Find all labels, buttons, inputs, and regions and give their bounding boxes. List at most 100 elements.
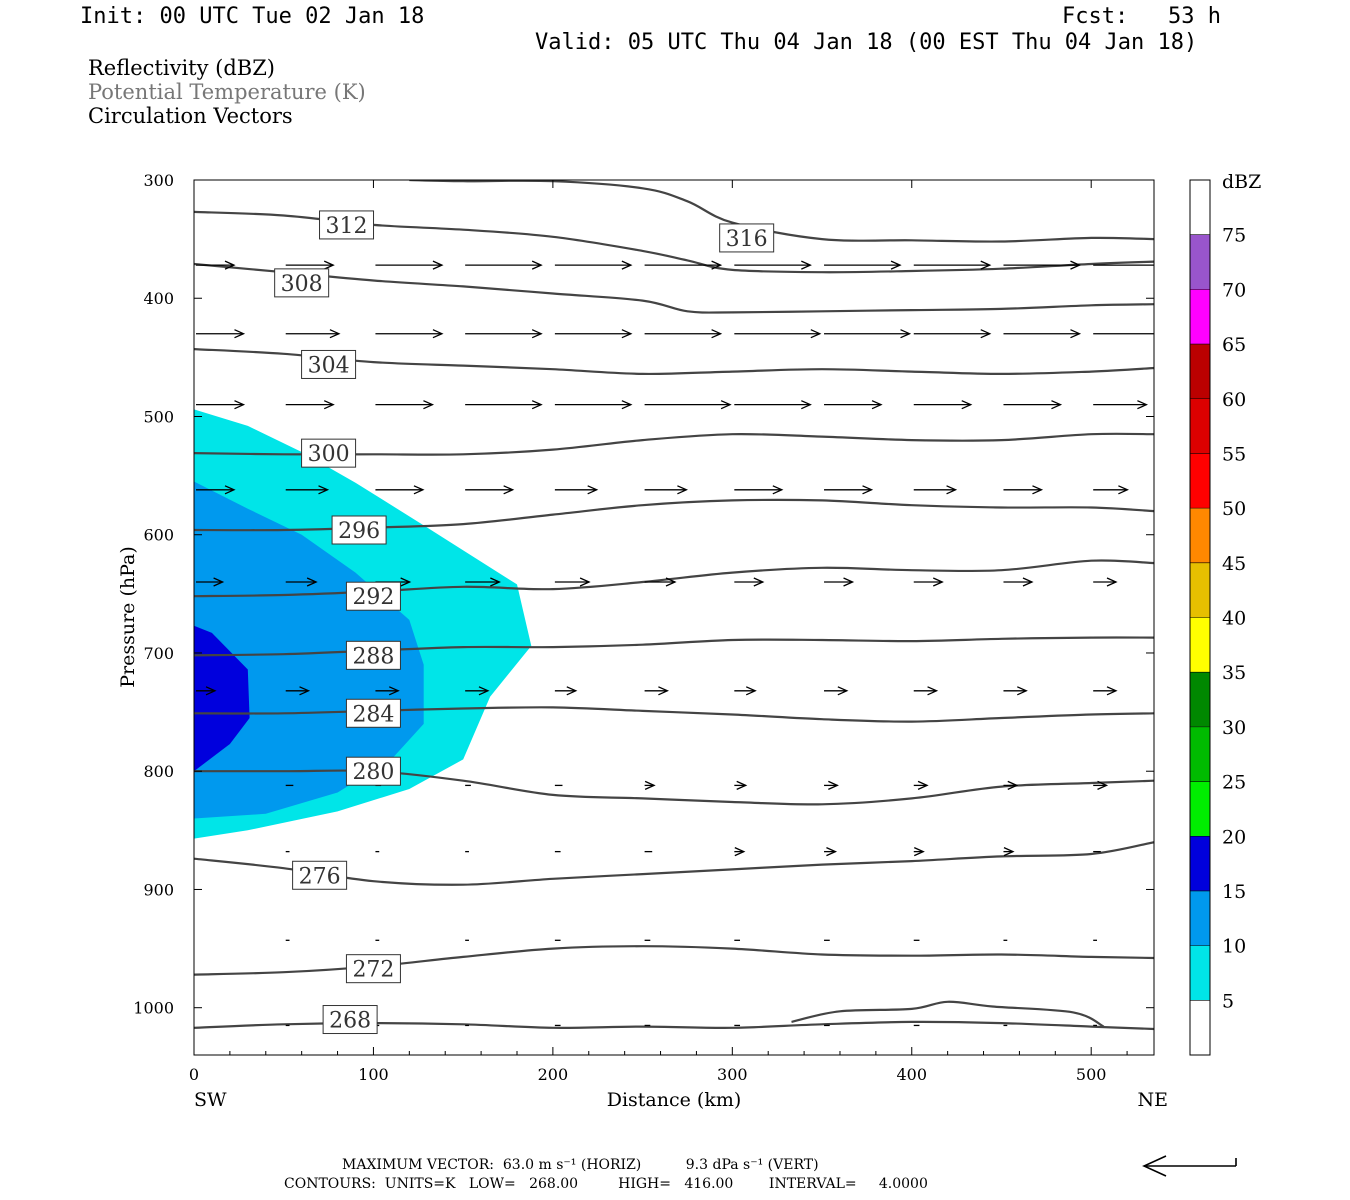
x-tick-label: 0: [189, 1065, 199, 1084]
circulation-vector: [465, 329, 543, 339]
circulation-vector: [465, 577, 501, 587]
contour-info: CONTOURS: UNITS=K LOW= 268.00 HIGH= 416.…: [284, 1176, 928, 1192]
theta-contour-308: [194, 262, 1154, 314]
contour-label-308: 308: [281, 272, 323, 297]
colorbar-bin: [1190, 836, 1210, 891]
circulation-vector: [644, 485, 688, 495]
y-tick-label: 500: [143, 407, 174, 426]
reflectivity-fill: [194, 409, 532, 839]
contour-label-272: 272: [352, 958, 394, 983]
forecast-hour: 53 h: [1168, 4, 1221, 29]
circulation-vector: [285, 260, 335, 270]
circulation-vector: [375, 485, 425, 495]
contour-label-304: 304: [308, 353, 350, 378]
contour-label-280: 280: [352, 760, 394, 785]
circulation-vector: [1003, 400, 1063, 410]
contour-label-box-312: [319, 210, 375, 240]
circulation-vector: [285, 686, 311, 696]
circulation-vector: [734, 847, 746, 857]
circulation-vector: [913, 686, 939, 696]
colorbar-label: 40: [1222, 608, 1246, 630]
colorbar-label: 20: [1222, 826, 1246, 848]
circulation-vector: [734, 485, 784, 495]
circulation-vector: [1093, 686, 1118, 696]
axes: 0 100 200 300 400 500 300 400 500 600 700 800 900 100…: [133, 171, 1154, 1084]
circulation-vector: [465, 260, 543, 270]
circulation-vector: [554, 686, 578, 696]
theta-contour-316: [409, 180, 1154, 243]
circulation-vector: [824, 847, 838, 857]
circulation-vector: [824, 686, 849, 696]
legend-reflectivity: Reflectivity (dBZ): [88, 56, 276, 80]
x-end-label-left: SW: [194, 1089, 227, 1111]
circulation-vector: [554, 260, 633, 270]
circulation-vector: [913, 780, 929, 790]
colorbar-bin: [1190, 508, 1210, 563]
contour-label-box-272: [345, 954, 401, 984]
circulation-vector: [196, 329, 246, 339]
circulation-vector: [285, 329, 341, 339]
circulation-vector: [465, 485, 515, 495]
colorbar-label: 70: [1222, 279, 1246, 301]
contour-label-box-284: [345, 698, 401, 728]
circulation-vector: [1003, 577, 1034, 587]
colorbar-bin: [1190, 726, 1210, 782]
reflectivity-region-15dbz: [194, 625, 250, 772]
x-tick-label: 400: [896, 1065, 927, 1084]
init-time: Init: 00 UTC Tue 02 Jan 18: [80, 4, 425, 29]
circulation-vector: [554, 577, 591, 587]
colorbar-title: dBZ: [1222, 171, 1261, 193]
y-tick-label: 400: [143, 289, 174, 308]
circulation-vector: [913, 260, 992, 270]
x-tick-label: 200: [538, 1065, 569, 1084]
circulation-vector: [824, 329, 912, 339]
circulation-vector: [285, 577, 318, 587]
circulation-vector: [1003, 686, 1028, 696]
circulation-vector: [913, 577, 944, 587]
contour-label-box-280: [345, 756, 401, 786]
circulation-vector: [644, 780, 656, 790]
contour-label-312: 312: [326, 214, 368, 239]
theta-contour-272: [194, 945, 1154, 976]
circulation-vector: [554, 400, 633, 410]
x-tick-label: 300: [717, 1065, 748, 1084]
circulation-vector: [196, 686, 217, 696]
colorbar-bin: [1190, 289, 1210, 345]
circulation-vector: [1003, 329, 1082, 339]
circulation-vector: [1093, 333, 1154, 335]
y-tick-label: 800: [143, 762, 174, 781]
circulation-vector: [734, 780, 748, 790]
colorbar-bin: [1190, 344, 1210, 399]
y-axis-title: Pressure (hPa): [117, 546, 139, 688]
circulation-vector: [644, 329, 723, 339]
circulation-vector: [644, 400, 732, 410]
contour-label-box-304: [301, 349, 357, 379]
colorbar-label: 25: [1222, 772, 1246, 794]
circulation-vector: [1003, 780, 1019, 790]
colorbar-bin: [1190, 234, 1210, 290]
circulation-vector: [554, 329, 633, 339]
colorbar-bin: [1190, 945, 1210, 1001]
circulation-vector: [1003, 260, 1082, 270]
contour-label-276: 276: [299, 864, 341, 889]
circulation-vector: [285, 400, 335, 410]
colorbar-label: 45: [1222, 553, 1246, 575]
circulation-vector: [734, 686, 757, 696]
y-tick-label: 700: [143, 644, 174, 663]
circulation-vector: [196, 400, 246, 410]
contour-label-box-308: [274, 268, 330, 298]
circulation-vector: [375, 329, 444, 339]
reference-vector: [1142, 1155, 1237, 1177]
circulation-vector: [644, 577, 677, 587]
x-tick-label: 100: [358, 1065, 389, 1084]
circulation-vector: [824, 400, 883, 410]
legend-circulation-vectors: Circulation Vectors: [88, 104, 293, 128]
circulation-vector: [375, 260, 444, 270]
colorbar-bin: [1190, 398, 1210, 454]
y-tick-label: 1000: [133, 999, 174, 1018]
circulation-vector: [644, 260, 723, 270]
contour-label-284: 284: [352, 702, 394, 727]
colorbar-label: 75: [1222, 225, 1246, 247]
contour-label-268: 268: [329, 1009, 371, 1034]
